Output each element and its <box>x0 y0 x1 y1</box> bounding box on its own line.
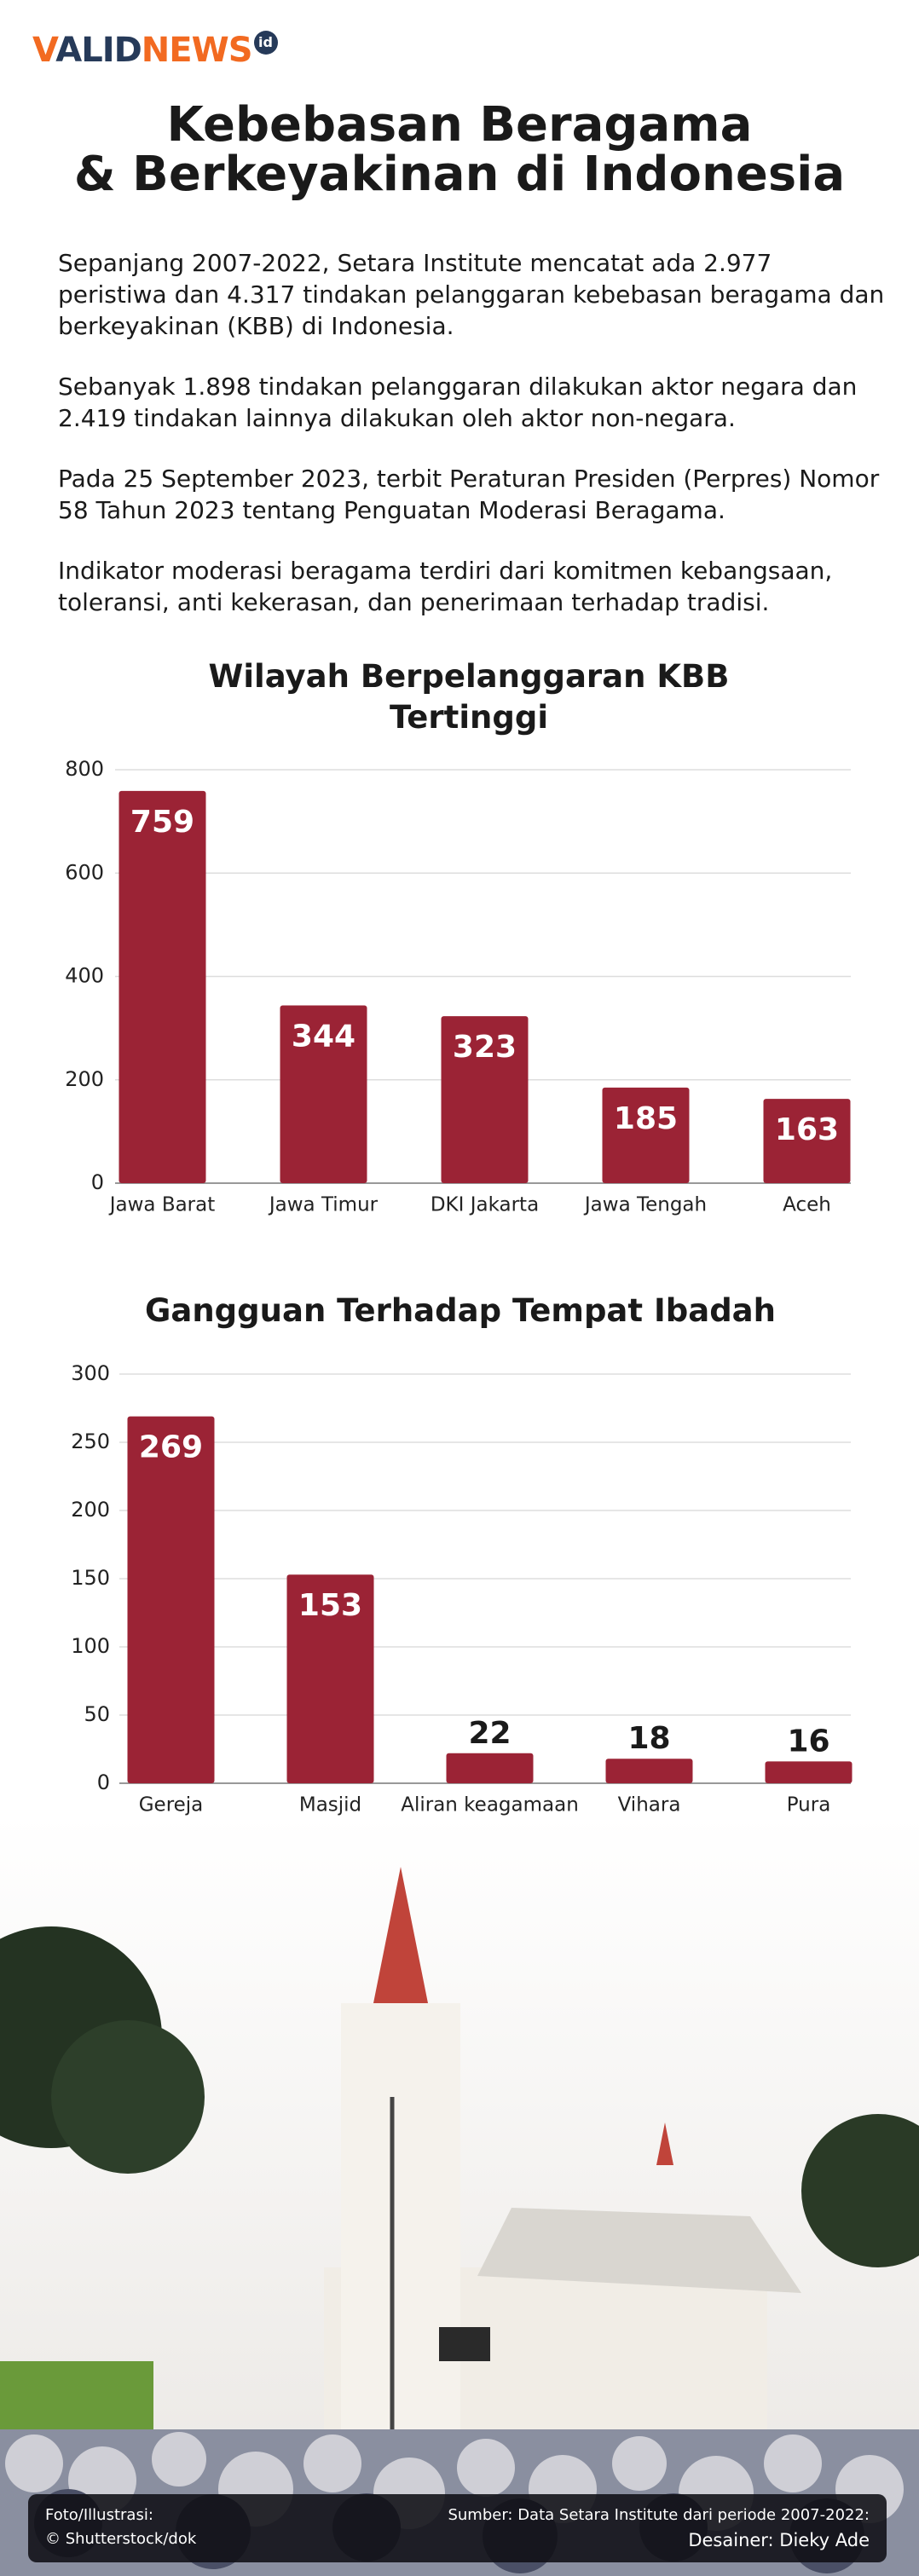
y-tick-label: 200 <box>71 1498 110 1522</box>
x-tick-label: Jawa Tengah <box>583 1194 707 1216</box>
bar <box>286 1574 374 1783</box>
source: Sumber: Data Setara Institute dari perio… <box>448 2506 870 2524</box>
x-tick-label: Gereja <box>139 1794 204 1816</box>
x-tick-label: Vihara <box>618 1794 681 1816</box>
bar <box>127 1416 215 1783</box>
bar <box>602 1087 690 1183</box>
paragraph: Sepanjang 2007-2022, Setara Institute me… <box>58 249 885 340</box>
y-tick-label: 100 <box>71 1634 110 1658</box>
x-tick-label: Pura <box>787 1794 831 1816</box>
value-label: 759 <box>130 805 194 840</box>
value-label: 323 <box>453 1030 517 1065</box>
x-tick-label: DKI Jakarta <box>431 1194 539 1216</box>
x-tick-label: Masjid <box>299 1794 361 1816</box>
logo-part: ALID <box>55 31 142 70</box>
y-tick-label: 0 <box>91 1170 104 1194</box>
x-tick-label: Aceh <box>783 1194 831 1216</box>
charts: 0 200 400 600 800 Jawa Barat 759 Jawa Timur 344 D… <box>65 757 853 1816</box>
value-label: 18 <box>627 1721 670 1756</box>
paragraph: Pada 25 September 2023, terbit Peraturan… <box>58 465 880 524</box>
value-label: 185 <box>614 1101 678 1136</box>
logo-part: V <box>32 31 56 70</box>
photo-credit: © Shutterstock/dok <box>45 2530 197 2548</box>
y-tick-label: 150 <box>71 1566 110 1590</box>
y-tick-label: 0 <box>97 1770 110 1794</box>
footer: Foto/Illustrasi: © Shutterstock/dok Sumb… <box>28 2494 887 2562</box>
x-tick-label: Aliran keagamaan <box>401 1794 579 1816</box>
value-label: 269 <box>139 1430 203 1465</box>
title-line: & Berkeyakinan di Indonesia <box>73 147 846 202</box>
paragraph: Indikator moderasi beragama terdiri dari… <box>58 557 833 616</box>
bar <box>446 1753 534 1783</box>
chart-title: Wilayah Berpelanggaran KBB Tertinggi <box>208 658 730 736</box>
value-label: 22 <box>468 1716 511 1751</box>
y-tick-label: 600 <box>65 860 104 884</box>
bar <box>280 1005 367 1183</box>
value-label: 163 <box>775 1112 839 1147</box>
bar <box>441 1016 529 1183</box>
x-tick-label: Jawa Barat <box>108 1194 216 1216</box>
paragraphs: Sepanjang 2007-2022, Setara Institute me… <box>58 247 885 647</box>
value-label: 16 <box>787 1724 829 1759</box>
designer: Desainer: Dieky Ade <box>688 2530 870 2550</box>
logo-badge: id <box>253 31 278 55</box>
photo <box>0 1816 919 2576</box>
value-label: 344 <box>292 1019 355 1054</box>
bar <box>605 1759 693 1783</box>
y-tick-label: 250 <box>71 1430 110 1453</box>
y-tick-label: 800 <box>65 757 104 781</box>
bar <box>763 1099 851 1183</box>
bar <box>118 790 206 1183</box>
logo: VALIDNEWS id <box>32 31 278 70</box>
title-line: Kebebasan Beragama <box>166 97 753 153</box>
x-tick-label: Jawa Timur <box>268 1194 379 1216</box>
logo-part: NEWS <box>141 31 253 70</box>
paragraph: Sebanyak 1.898 tindakan pelanggaran dila… <box>58 373 858 432</box>
photo-label: Foto/Illustrasi: <box>45 2506 153 2524</box>
y-tick-label: 400 <box>65 964 104 988</box>
y-tick-label: 200 <box>65 1067 104 1091</box>
page-title: Kebebasan Beragama & Berkeyakinan di Indo… <box>0 101 919 199</box>
value-label: 153 <box>298 1588 362 1623</box>
y-tick-label: 50 <box>84 1702 110 1726</box>
chart-title: Gangguan Terhadap Tempat Ibadah <box>145 1292 776 1329</box>
bar <box>765 1761 853 1783</box>
y-tick-label: 300 <box>71 1361 110 1385</box>
